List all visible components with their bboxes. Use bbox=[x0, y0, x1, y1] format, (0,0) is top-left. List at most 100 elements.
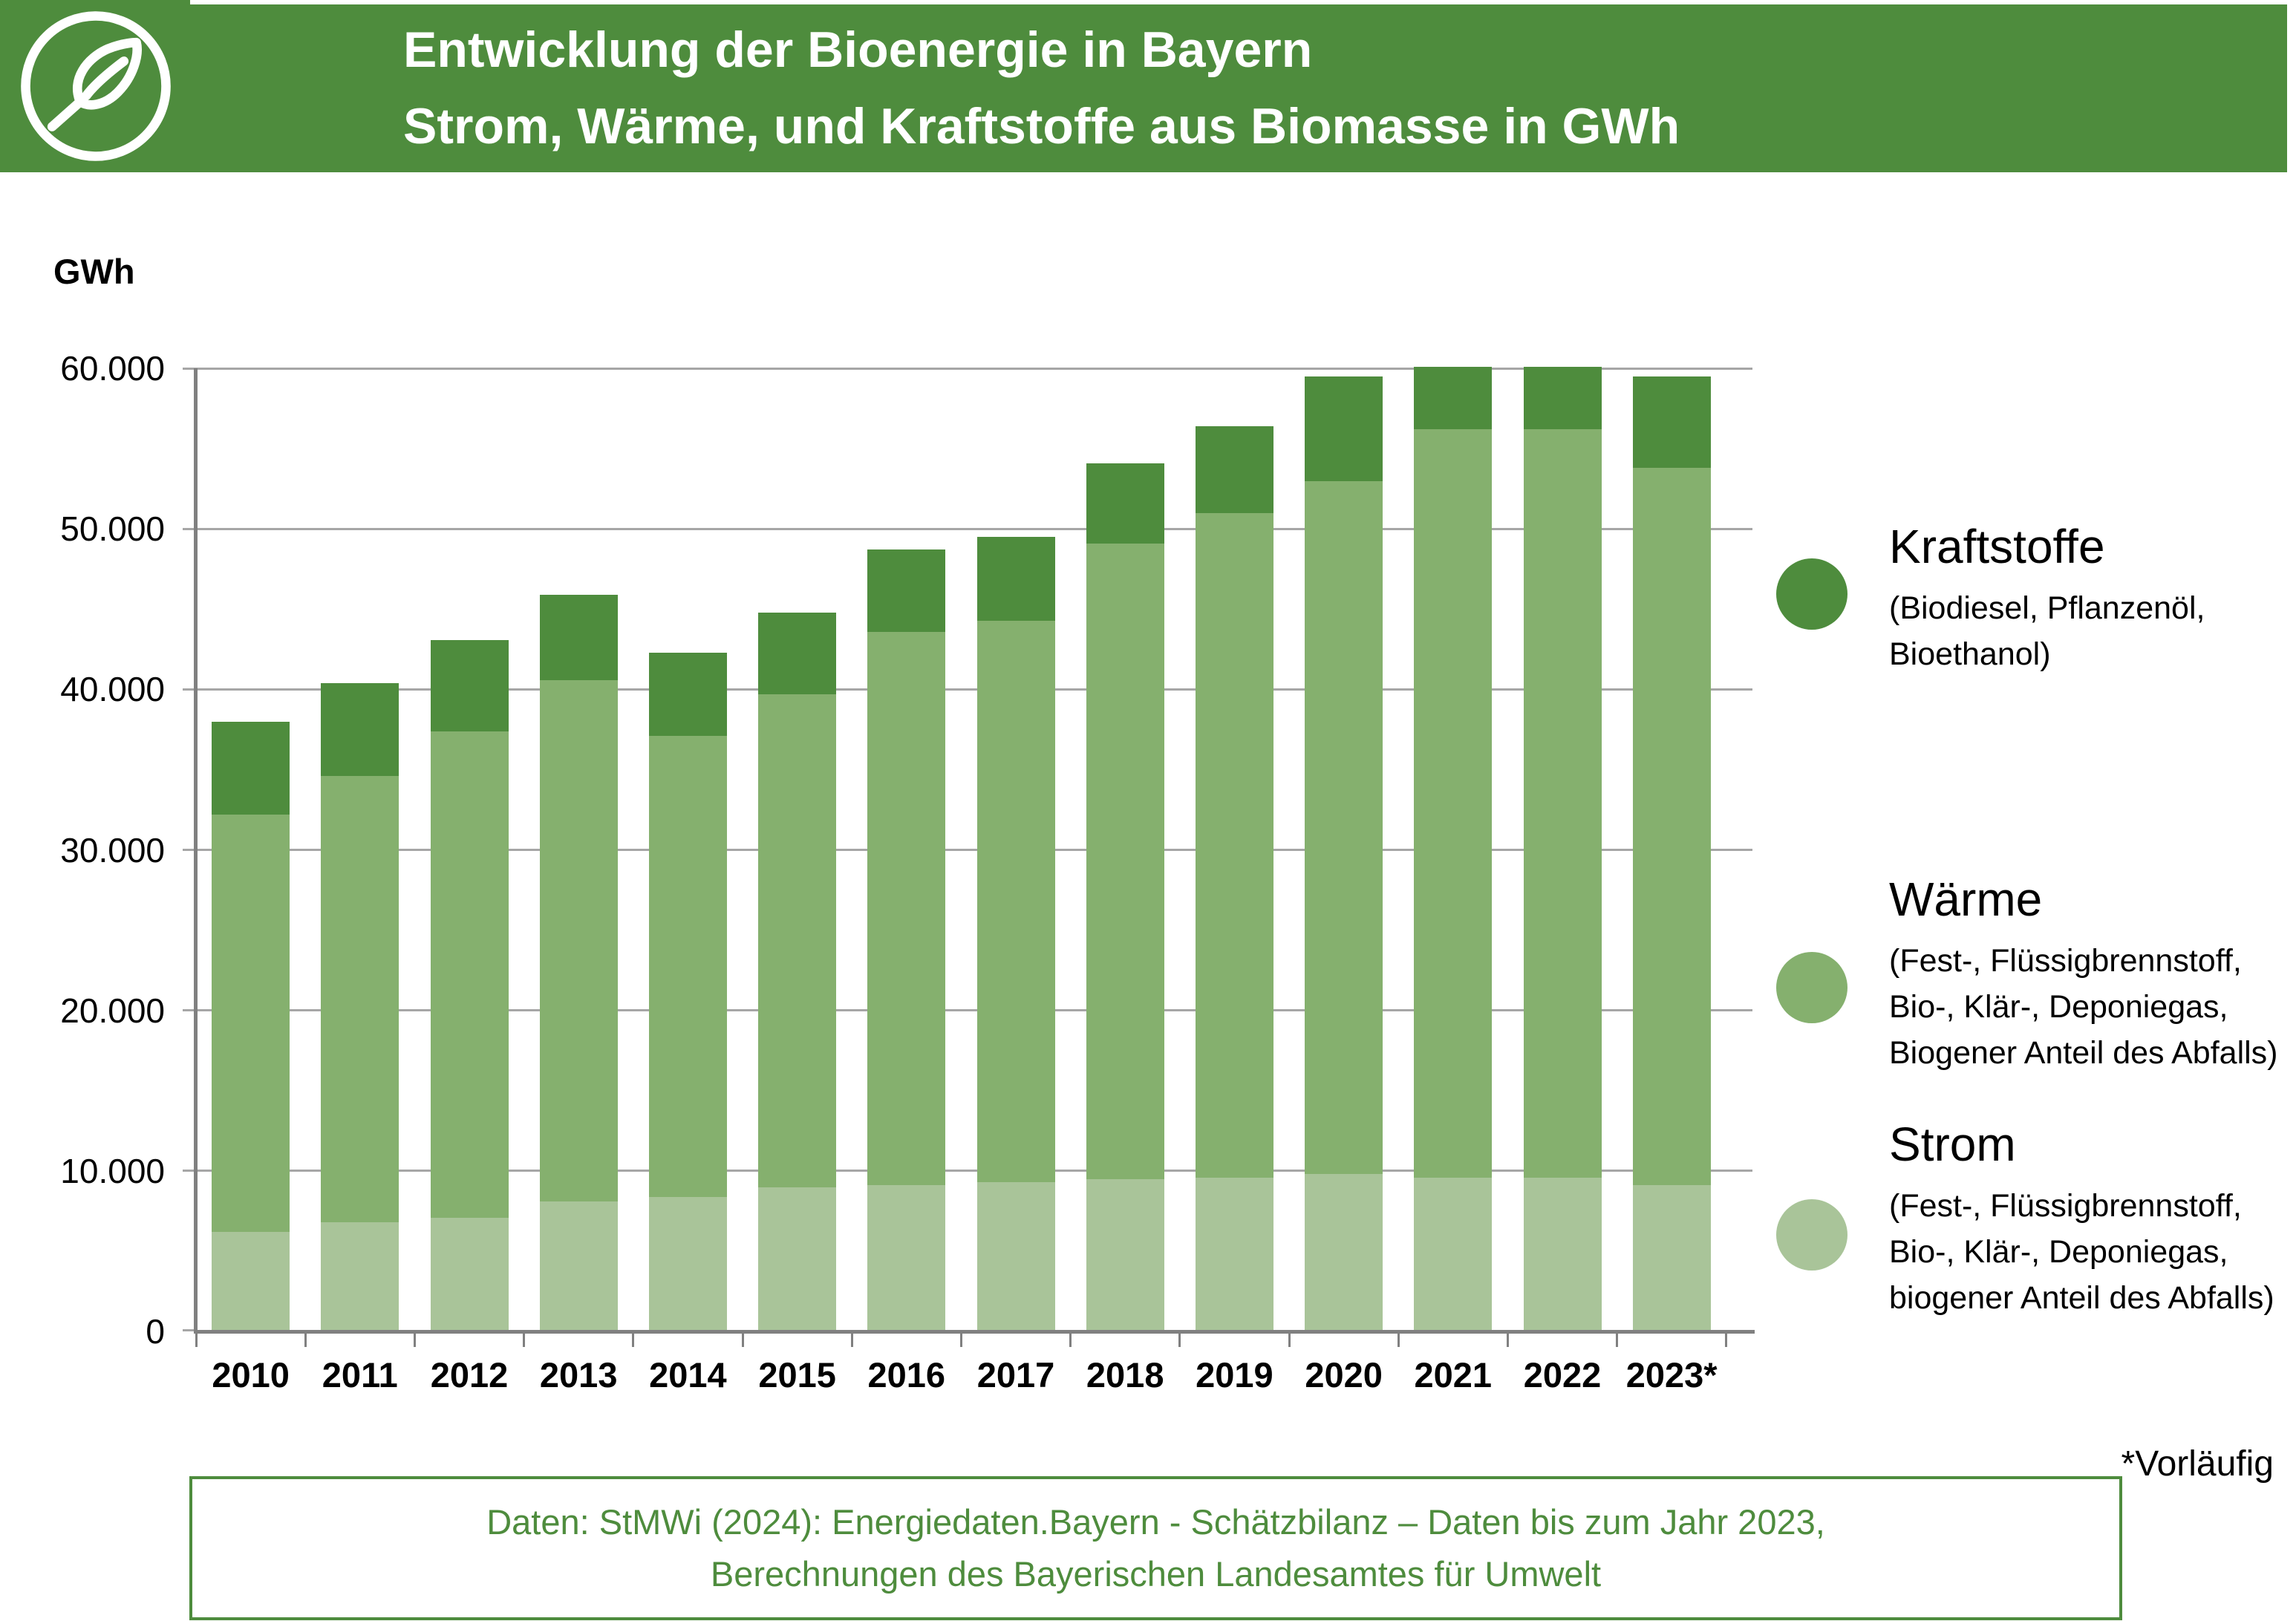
stacked-bar bbox=[1632, 376, 1711, 1330]
x-axis-tick bbox=[1069, 1334, 1072, 1347]
bar-chart-plot-area bbox=[183, 367, 1755, 1347]
bar-segment-strom bbox=[1305, 1174, 1383, 1330]
bar-segment-waerme bbox=[1523, 429, 1602, 1178]
bar-segment-kraftstoffe bbox=[430, 639, 509, 731]
bar-segment-strom bbox=[1195, 1177, 1273, 1330]
stacked-bar bbox=[430, 639, 509, 1330]
bar-segment-kraftstoffe bbox=[321, 682, 399, 777]
gridline bbox=[196, 1009, 1752, 1012]
stacked-bar bbox=[1305, 376, 1383, 1330]
bar-segment-kraftstoffe bbox=[976, 537, 1055, 621]
y-axis-tick-label: 20.000 bbox=[60, 991, 165, 1030]
legend-series-description: (Biodiesel, Pflanzenöl, Bioethanol) bbox=[1889, 590, 2205, 672]
gridline bbox=[196, 849, 1752, 851]
y-axis-tick-label: 10.000 bbox=[60, 1151, 165, 1190]
y-axis-tick-label: 50.000 bbox=[60, 509, 165, 549]
bar-segment-waerme bbox=[1414, 429, 1493, 1178]
x-axis-category-label: 2012 bbox=[430, 1355, 509, 1395]
bar-segment-kraftstoffe bbox=[1632, 376, 1711, 469]
x-axis-tick bbox=[1506, 1334, 1509, 1347]
legend-text-block: Strom (Fest-, Flüssigbrennstoff, Bio-, Kl… bbox=[1889, 1118, 2274, 1321]
bar-segment-strom bbox=[430, 1217, 509, 1330]
x-axis-category-label: 2011 bbox=[322, 1355, 398, 1395]
bar-segment-strom bbox=[758, 1187, 837, 1330]
legend-text-block: Wärme (Fest-, Flüssigbrennstoff, Bio-, Kl… bbox=[1889, 873, 2278, 1076]
x-axis-tick bbox=[1397, 1334, 1400, 1347]
bar-segment-waerme bbox=[976, 620, 1055, 1183]
bar-segment-strom bbox=[976, 1182, 1055, 1330]
legend-series-title: Wärme bbox=[1889, 873, 2043, 926]
y-axis-tick bbox=[183, 849, 196, 851]
bar-segment-strom bbox=[1414, 1177, 1493, 1330]
stacked-bar bbox=[539, 594, 618, 1330]
gridline bbox=[196, 527, 1752, 530]
x-axis-tick bbox=[304, 1334, 307, 1347]
y-axis-tick-label: 30.000 bbox=[60, 830, 165, 870]
legend-color-dot bbox=[1776, 558, 1847, 630]
legend-series-title: Strom bbox=[1889, 1118, 2016, 1171]
source-line2: Berechnungen des Bayerischen Landesamtes… bbox=[710, 1554, 1602, 1594]
logo-block bbox=[0, 0, 190, 172]
stacked-bar bbox=[648, 652, 727, 1330]
stacked-bar bbox=[1195, 426, 1273, 1330]
x-axis-tick bbox=[850, 1334, 853, 1347]
x-axis-line bbox=[194, 1330, 1755, 1334]
x-axis-category-label: 2019 bbox=[1196, 1355, 1273, 1395]
stacked-bar bbox=[867, 549, 946, 1330]
bar-segment-strom bbox=[648, 1196, 727, 1330]
x-axis-tick bbox=[632, 1334, 635, 1347]
x-axis-tick bbox=[1288, 1334, 1291, 1347]
x-axis-tick bbox=[195, 1334, 198, 1347]
stacked-bar bbox=[212, 721, 290, 1330]
gridline bbox=[196, 688, 1752, 691]
page-title-line1: Entwicklung der Bioenergie in Bayern bbox=[403, 22, 1313, 78]
x-axis-tick bbox=[413, 1334, 416, 1347]
x-axis-category-label: 2023* bbox=[1625, 1355, 1718, 1395]
source-line1: Daten: StMWi (2024): Energiedaten.Bayern… bbox=[486, 1502, 1825, 1542]
data-source-box: Daten: StMWi (2024): Energiedaten.Bayern… bbox=[189, 1476, 2122, 1620]
x-axis-tick bbox=[741, 1334, 744, 1347]
bar-segment-kraftstoffe bbox=[1414, 367, 1493, 430]
stacked-bar bbox=[758, 612, 837, 1330]
bar-segment-kraftstoffe bbox=[758, 612, 837, 694]
bar-segment-waerme bbox=[867, 631, 946, 1186]
x-axis-category-label: 2020 bbox=[1305, 1355, 1383, 1395]
bar-segment-strom bbox=[321, 1222, 399, 1330]
y-axis-tick bbox=[183, 367, 196, 370]
page-title-line2: Strom, Wärme, und Kraftstoffe aus Biomas… bbox=[403, 98, 1680, 154]
bar-segment-strom bbox=[1086, 1178, 1164, 1330]
stacked-bar bbox=[1086, 463, 1164, 1330]
x-axis-category-label: 2022 bbox=[1523, 1355, 1602, 1395]
bar-segment-kraftstoffe bbox=[539, 594, 618, 680]
bar-segment-waerme bbox=[1195, 512, 1273, 1178]
bar-segment-kraftstoffe bbox=[1086, 463, 1164, 544]
x-axis-category-label: 2017 bbox=[976, 1355, 1055, 1395]
stacked-bar bbox=[321, 682, 399, 1330]
y-axis-tick bbox=[183, 1328, 196, 1331]
bar-segment-waerme bbox=[1305, 480, 1383, 1175]
page-title: Entwicklung der Bioenergie in Bayern Stro… bbox=[403, 12, 1680, 165]
bar-segment-waerme bbox=[212, 815, 290, 1233]
bar-segment-kraftstoffe bbox=[867, 549, 946, 632]
bar-segment-waerme bbox=[430, 731, 509, 1218]
legend-series-title: Kraftstoffe bbox=[1889, 520, 2105, 573]
x-axis-category-label: 2010 bbox=[212, 1355, 290, 1395]
bar-segment-strom bbox=[1523, 1177, 1602, 1330]
bar-segment-kraftstoffe bbox=[1195, 426, 1273, 513]
preliminary-footnote: *Vorläufig bbox=[2121, 1444, 2274, 1484]
bar-segment-waerme bbox=[758, 694, 837, 1187]
bar-segment-kraftstoffe bbox=[212, 721, 290, 815]
x-axis-category-label: 2013 bbox=[539, 1355, 618, 1395]
bar-segment-strom bbox=[867, 1185, 946, 1330]
gridline bbox=[196, 1170, 1752, 1172]
x-axis-tick bbox=[959, 1334, 962, 1347]
y-axis-line bbox=[194, 368, 198, 1334]
bar-segment-kraftstoffe bbox=[648, 652, 727, 737]
x-axis-category-label: 2015 bbox=[758, 1355, 836, 1395]
bar-segment-kraftstoffe bbox=[1523, 367, 1602, 430]
y-axis-tick-label: 60.000 bbox=[60, 349, 165, 388]
x-axis-category-label: 2014 bbox=[649, 1355, 727, 1395]
legend-series-description: (Fest-, Flüssigbrennstoff, Bio-, Klär-, … bbox=[1889, 943, 2278, 1071]
bar-segment-waerme bbox=[321, 776, 399, 1223]
